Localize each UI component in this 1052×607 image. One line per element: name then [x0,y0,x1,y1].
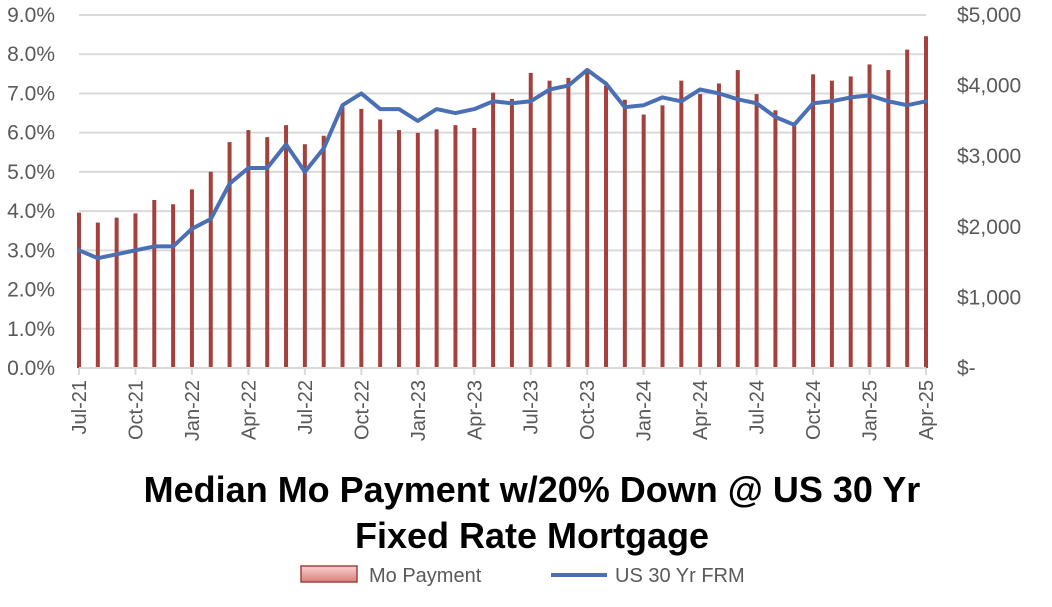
legend-swatch-mo-payment [300,565,358,583]
mo-payment-bar [396,130,401,368]
mo-payment-bar [641,114,646,369]
chart-title-line: Median Mo Payment w/20% Down @ US 30 Yr [144,469,921,510]
mo-payment-bar [679,80,684,369]
legend-label-frm: US 30 Yr FRM [615,565,745,587]
y-left-tick-label: 7.0% [7,82,55,105]
mo-payment-bar [924,36,928,369]
y-right-tick-label: $1,000 [957,286,1021,309]
mo-payment-bar [340,106,345,368]
mo-payment-bar [434,129,439,368]
x-tick-label: Oct-22 [351,380,373,440]
mo-payment-bar [302,144,307,368]
x-tick-label: Jan-24 [634,380,656,441]
mo-payment-bar [378,119,383,368]
x-tick-label: Oct-23 [577,380,599,440]
mo-payment-bar [848,76,853,368]
mo-payment-bar [171,204,176,368]
x-tick-label: Jan-22 [182,380,204,441]
x-tick-label: Jul-21 [69,380,91,434]
mo-payment-bar [246,130,251,368]
mo-payment-bar [453,125,458,368]
x-tick-label: Jul-23 [521,380,543,434]
mo-payment-bar [905,49,910,369]
mo-payment-bar [321,135,326,368]
axes: 0.0% 1.0% 2.0% 3.0% 4.0% 5.0% 6.0% 7.0% 8.0% 9.0%… [7,4,1021,441]
y-left-tick-label: 1.0% [7,318,55,341]
mo-payment-bar [811,74,816,368]
x-tick-label: Oct-21 [125,380,147,440]
x-tick-label: Jul-22 [295,380,317,434]
frm-line-series [77,67,928,261]
mo-payment-bar [886,70,891,369]
x-tick-label: Jul-24 [747,380,769,434]
mo-payment-bar [716,83,721,369]
gridlines [79,14,926,330]
mo-payment-bar [773,110,778,368]
mo-payment-bar [754,94,759,369]
y-right-tick-label: $5,000 [957,4,1021,27]
y-left-tick-label: 4.0% [7,200,55,223]
mo-payment-bar [792,122,797,368]
y-left-tick-label: 9.0% [7,4,55,27]
x-tick-label: Apr-24 [690,380,712,440]
x-tick-label: Jan-23 [408,380,430,441]
y-right-tick-label: $- [957,357,976,380]
y-left-tick-label: 8.0% [7,43,55,66]
x-tick-label: Apr-25 [916,380,938,440]
y-left-tick-label: 3.0% [7,239,55,262]
x-tick-label: Apr-23 [464,380,486,440]
mo-payment-bar [698,94,703,369]
mo-payment-bar [208,171,213,368]
mo-payment-bar [491,92,496,368]
chart-legend: Mo Payment US 30 Yr FRM [300,565,745,587]
mo-payment-bar [189,189,194,368]
mo-payment-bar [829,80,834,369]
y-right-tick-label: $3,000 [957,145,1021,168]
mo-payment-bar [284,125,289,368]
mo-payment-bar [227,142,232,368]
mo-payment-bar [867,64,872,369]
mo-payment-bars [77,36,928,369]
x-tick-label: Oct-24 [803,380,825,440]
mo-payment-bar [77,212,81,368]
mo-payment-bar [114,217,119,368]
mo-payment-bar [528,72,533,368]
x-tick-label: Jan-25 [860,380,882,441]
y-right-tick-label: $4,000 [957,75,1021,98]
legend-label-mo-payment: Mo Payment [369,565,482,587]
mo-payment-bar [95,222,100,368]
mo-payment-bar [660,105,665,369]
mo-payment-bar [585,71,590,368]
x-tick-label: Apr-22 [238,380,260,440]
y-left-tick-label: 2.0% [7,279,55,302]
mo-payment-bar [509,99,514,368]
chart-title-line: Fixed Rate Mortgage [355,515,709,556]
mo-payment-bar [566,77,571,369]
frm-line [77,67,928,261]
y-left-tick-label: 5.0% [7,161,55,184]
mo-payment-bar [359,108,364,368]
y-left-tick-label: 6.0% [7,122,55,145]
mo-payment-bar [547,80,552,369]
mo-payment-bar [152,199,157,368]
mo-payment-bar [415,132,420,368]
chart-title: Median Mo Payment w/20% Down @ US 30 Yr F… [144,469,921,556]
mo-payment-bar [133,213,138,368]
mo-payment-bar [472,127,477,369]
y-right-tick-label: $2,000 [957,216,1021,239]
mo-payment-bar [735,70,740,369]
mo-payment-bar [604,85,609,368]
mo-payment-bar [622,99,627,368]
mo-payment-bar [265,137,270,368]
y-left-tick-label: 0.0% [7,357,55,380]
